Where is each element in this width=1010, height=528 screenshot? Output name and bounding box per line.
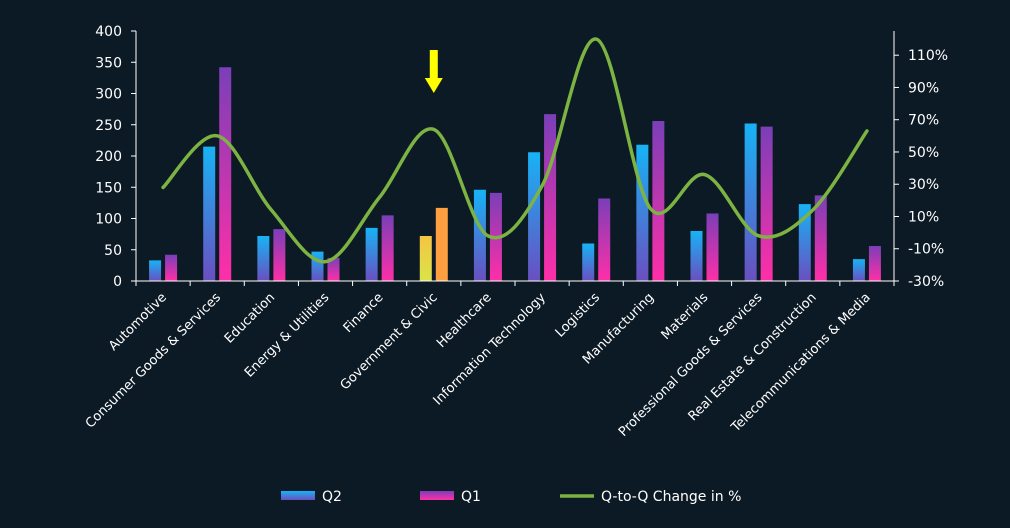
bar-q1-real-estate-construction	[814, 195, 827, 281]
left-tick-label: 250	[95, 118, 122, 134]
bar-q1-consumer-goods-services	[219, 67, 232, 281]
bar-q2-education	[257, 236, 270, 281]
arrow-head	[424, 78, 443, 93]
bar-q2-telecommunications-media	[852, 259, 865, 281]
category-label-government-civic: Government & Civic	[338, 290, 441, 393]
left-tick-label: 0	[113, 274, 122, 290]
right-tick-label: 10%	[908, 209, 939, 225]
right-tick-label: 50%	[908, 145, 939, 161]
category-label-logistics: Logistics	[553, 290, 604, 341]
bar-q2-government-civic	[419, 236, 432, 281]
legend-label-q2: Q2	[322, 489, 342, 505]
bar-q1-materials	[706, 213, 719, 281]
bar-q2-logistics	[582, 243, 595, 281]
category-label-finance: Finance	[341, 290, 387, 336]
bar-q2-manufacturing	[636, 144, 649, 281]
category-label-education: Education	[222, 290, 278, 346]
bar-q2-energy-utilities	[311, 251, 324, 281]
bar-q2-information-technology	[528, 152, 541, 281]
right-tick-label: 110%	[908, 48, 948, 64]
arrow-shaft	[429, 50, 438, 80]
right-tick-label: 70%	[908, 113, 939, 129]
bars-layer	[149, 67, 881, 281]
bar-q2-automotive	[149, 260, 162, 281]
bar-q1-automotive	[165, 254, 178, 281]
right-tick-label: 30%	[908, 177, 939, 193]
legend-label-q1: Q1	[461, 489, 481, 505]
right-tick-label: -30%	[908, 274, 944, 290]
left-tick-label: 300	[95, 87, 122, 103]
bar-q1-government-civic	[435, 207, 448, 281]
line-layer	[161, 37, 869, 264]
legend-swatch-q1	[420, 491, 454, 500]
right-tick-label: -10%	[908, 242, 944, 258]
category-label-information-technology: Information Technology	[431, 290, 549, 408]
left-tick-label: 400	[95, 24, 122, 40]
legend-swatch-q2	[281, 491, 315, 500]
bar-q2-healthcare	[473, 189, 486, 281]
bar-q1-telecommunications-media	[868, 246, 881, 281]
bar-q1-professional-goods-services	[760, 126, 773, 281]
series-line-q-to-q	[161, 37, 869, 264]
left-tick-label: 100	[95, 212, 122, 228]
bar-q1-information-technology	[544, 114, 557, 281]
left-tick-label: 350	[95, 55, 122, 71]
legend: Q2 Q1 Q-to-Q Change in %	[281, 489, 741, 505]
left-tick-label: 50	[104, 243, 122, 259]
bar-q1-energy-utilities	[327, 257, 340, 281]
category-label-materials: Materials	[659, 290, 712, 343]
bar-q1-logistics	[598, 198, 611, 281]
left-tick-label: 150	[95, 180, 122, 196]
legend-label-line: Q-to-Q Change in %	[601, 489, 741, 505]
left-tick-label: 200	[95, 149, 122, 165]
bar-q2-professional-goods-services	[744, 123, 757, 281]
right-tick-label: 90%	[908, 80, 939, 96]
bar-q2-finance	[365, 227, 378, 281]
bar-q2-consumer-goods-services	[203, 146, 216, 281]
bar-q2-materials	[690, 231, 703, 281]
bar-q1-education	[273, 229, 286, 281]
bar-q1-finance	[381, 215, 394, 281]
bar-q1-manufacturing	[652, 121, 665, 281]
highlight-arrow	[424, 50, 443, 93]
bar-q2-real-estate-construction	[798, 204, 811, 281]
